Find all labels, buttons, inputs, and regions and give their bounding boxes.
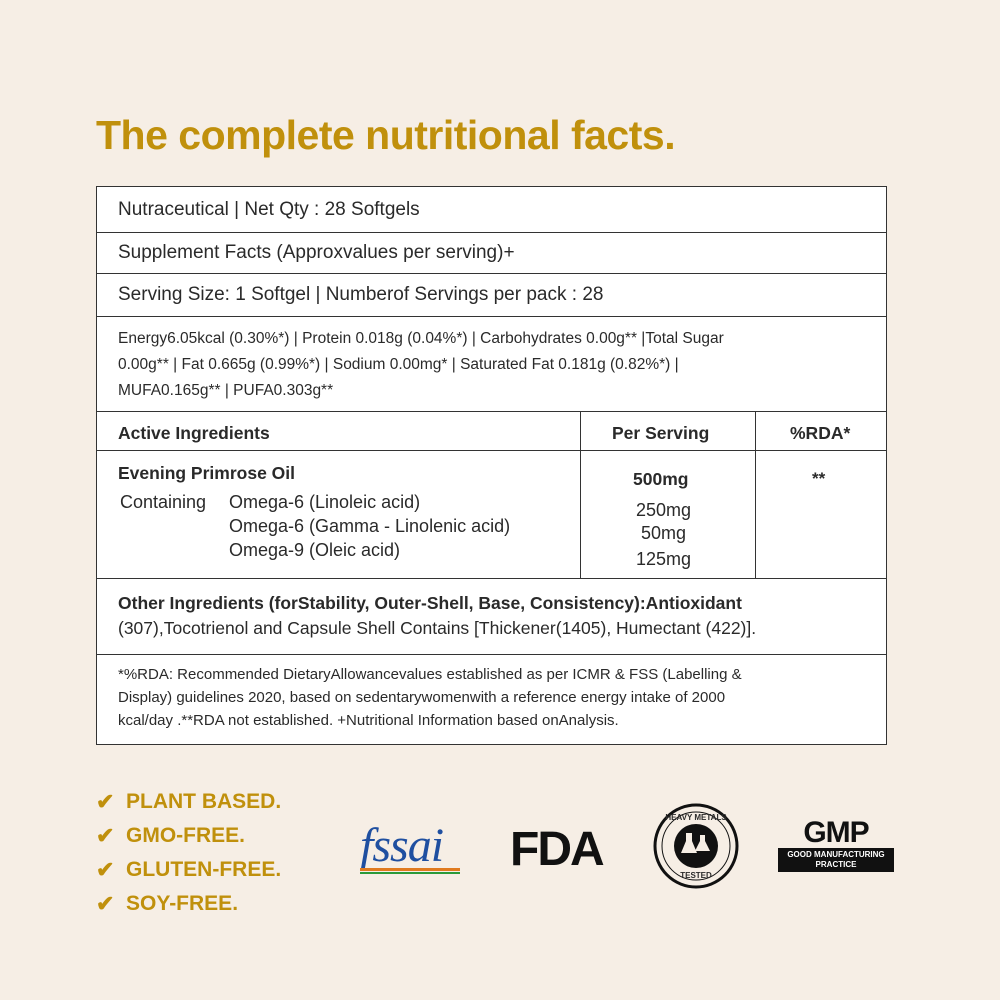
badge-label: GLUTEN-FREE. xyxy=(126,858,282,881)
fda-logo: FDA xyxy=(510,823,605,876)
header-active-ingredients: Active Ingredients xyxy=(118,423,270,443)
check-icon: ✔ xyxy=(96,857,115,882)
component-amount: 125mg xyxy=(636,549,692,569)
header-per-serving: Per Serving xyxy=(612,423,710,443)
seal-top-text: HEAVY METALS xyxy=(665,813,727,822)
fssai-logo: fssai xyxy=(360,818,460,874)
serving-size-row: Serving Size: 1 Softgel | Numberof Servi… xyxy=(118,284,604,305)
badge-plant-based: ✔ PLANT BASED. xyxy=(96,785,281,819)
ingredient-name: Evening Primrose Oil xyxy=(118,463,295,483)
divider xyxy=(97,411,886,412)
divider xyxy=(97,578,886,579)
nutrition-line: MUFA0.165g** | PUFA0.303g** xyxy=(118,382,334,399)
feature-badges: ✔ PLANT BASED. ✔ GMO-FREE. ✔ GLUTEN-FREE. ✔… xyxy=(96,785,281,921)
check-icon: ✔ xyxy=(96,789,115,814)
nutrition-line: Energy6.05kcal (0.30%*) | Protein 0.018g… xyxy=(118,330,724,347)
check-icon: ✔ xyxy=(96,823,115,848)
nutrition-line: 0.00g** | Fat 0.665g (0.99%*) | Sodium 0… xyxy=(118,356,679,373)
badge-label: GMO-FREE. xyxy=(126,824,245,847)
gmp-subtext: PRACTICE xyxy=(815,860,857,869)
column-divider xyxy=(755,411,756,578)
divider xyxy=(97,316,886,317)
component-name: Omega-9 (Oleic acid) xyxy=(229,540,401,560)
component-amount: 250mg xyxy=(636,500,692,520)
gmp-subtext: GOOD MANUFACTURING xyxy=(787,850,885,859)
footnote-line: *%RDA: Recommended DietaryAllowancevalue… xyxy=(118,666,742,683)
divider xyxy=(97,450,886,451)
badge-label: PLANT BASED. xyxy=(126,790,282,813)
component-name: Omega-6 (Linoleic acid) xyxy=(229,492,421,512)
supplement-facts-row: Supplement Facts (Approxvalues per servi… xyxy=(118,242,515,263)
gmp-logo: GMP GOOD MANUFACTURING PRACTICE xyxy=(778,818,894,872)
page-title: The complete nutritional facts. xyxy=(96,112,676,158)
ingredient-rda: ** xyxy=(812,469,826,488)
heavy-metals-tested-seal: HEAVY METALS TESTED xyxy=(650,803,742,889)
divider xyxy=(97,232,886,233)
divider xyxy=(97,654,886,655)
badge-gluten-free: ✔ GLUTEN-FREE. xyxy=(96,853,281,887)
containing-label: Containing xyxy=(120,492,207,512)
header-rda: %RDA* xyxy=(790,423,851,443)
net-qty-row: Nutraceutical | Net Qty : 28 Softgels xyxy=(118,199,420,220)
gmp-text: GMP xyxy=(803,816,869,849)
other-ingredients-heading: Other Ingredients (forStability, Outer-S… xyxy=(118,593,742,613)
check-icon: ✔ xyxy=(96,891,115,916)
ingredient-amount: 500mg xyxy=(633,469,689,489)
badge-label: SOY-FREE. xyxy=(126,892,239,915)
other-ingredients-text: (307),Tocotrienol and Capsule Shell Cont… xyxy=(118,618,757,638)
badge-gmo-free: ✔ GMO-FREE. xyxy=(96,819,281,853)
footnote-line: Display) guidelines 2020, based on seden… xyxy=(118,689,726,706)
component-name: Omega-6 (Gamma - Linolenic acid) xyxy=(229,516,511,536)
divider xyxy=(97,273,886,274)
component-amount: 50mg xyxy=(641,523,687,543)
flask-icon xyxy=(653,803,739,889)
nutrition-facts-table: Nutraceutical | Net Qty : 28 Softgels Su… xyxy=(96,186,887,745)
column-divider xyxy=(580,411,581,578)
seal-bottom-text: TESTED xyxy=(680,871,712,880)
badge-soy-free: ✔ SOY-FREE. xyxy=(96,887,281,921)
footnote-line: kcal/day .**RDA not established. +Nutrit… xyxy=(118,712,619,729)
